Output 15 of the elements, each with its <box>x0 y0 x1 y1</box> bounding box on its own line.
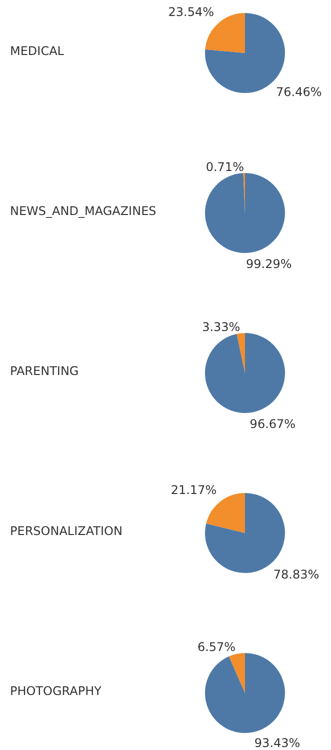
data-label: 3.33% <box>202 320 240 334</box>
text: PERSONALIZATION <box>10 524 122 538</box>
data-label: 99.29% <box>246 257 292 272</box>
data-label: 23.54% <box>168 5 214 20</box>
data-label: 76.46% <box>276 85 322 100</box>
text: PARENTING <box>10 364 79 378</box>
data-label: 78.83% <box>273 567 320 582</box>
text: PHOTOGRAPHY <box>10 684 102 698</box>
data-label: 96.67% <box>250 416 296 431</box>
data-label: 0.71% <box>206 160 244 174</box>
data-label: 6.57% <box>197 640 236 654</box>
data-label: 93.43% <box>254 736 300 750</box>
text: MEDICAL <box>10 44 64 58</box>
data-label: 21.17% <box>170 482 217 497</box>
text: NEWS_AND_MAGAZINES <box>10 204 156 218</box>
